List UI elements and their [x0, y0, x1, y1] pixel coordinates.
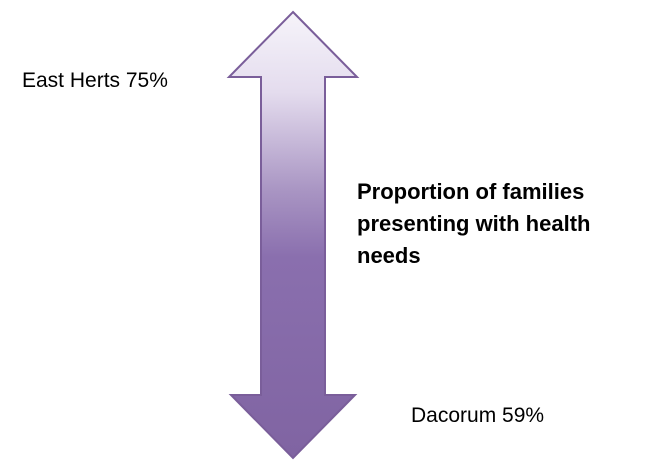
top-label: East Herts 75%	[22, 69, 168, 92]
center-label-line-1: Proportion of families	[357, 179, 585, 204]
bottom-label: Dacorum 59%	[411, 404, 545, 427]
center-label-line-2: presenting with health	[357, 210, 591, 236]
center-label-line-3: needs	[357, 242, 421, 268]
center-label: Proportion of families presenting with h…	[357, 176, 657, 272]
arrow-shape	[226, 10, 360, 460]
